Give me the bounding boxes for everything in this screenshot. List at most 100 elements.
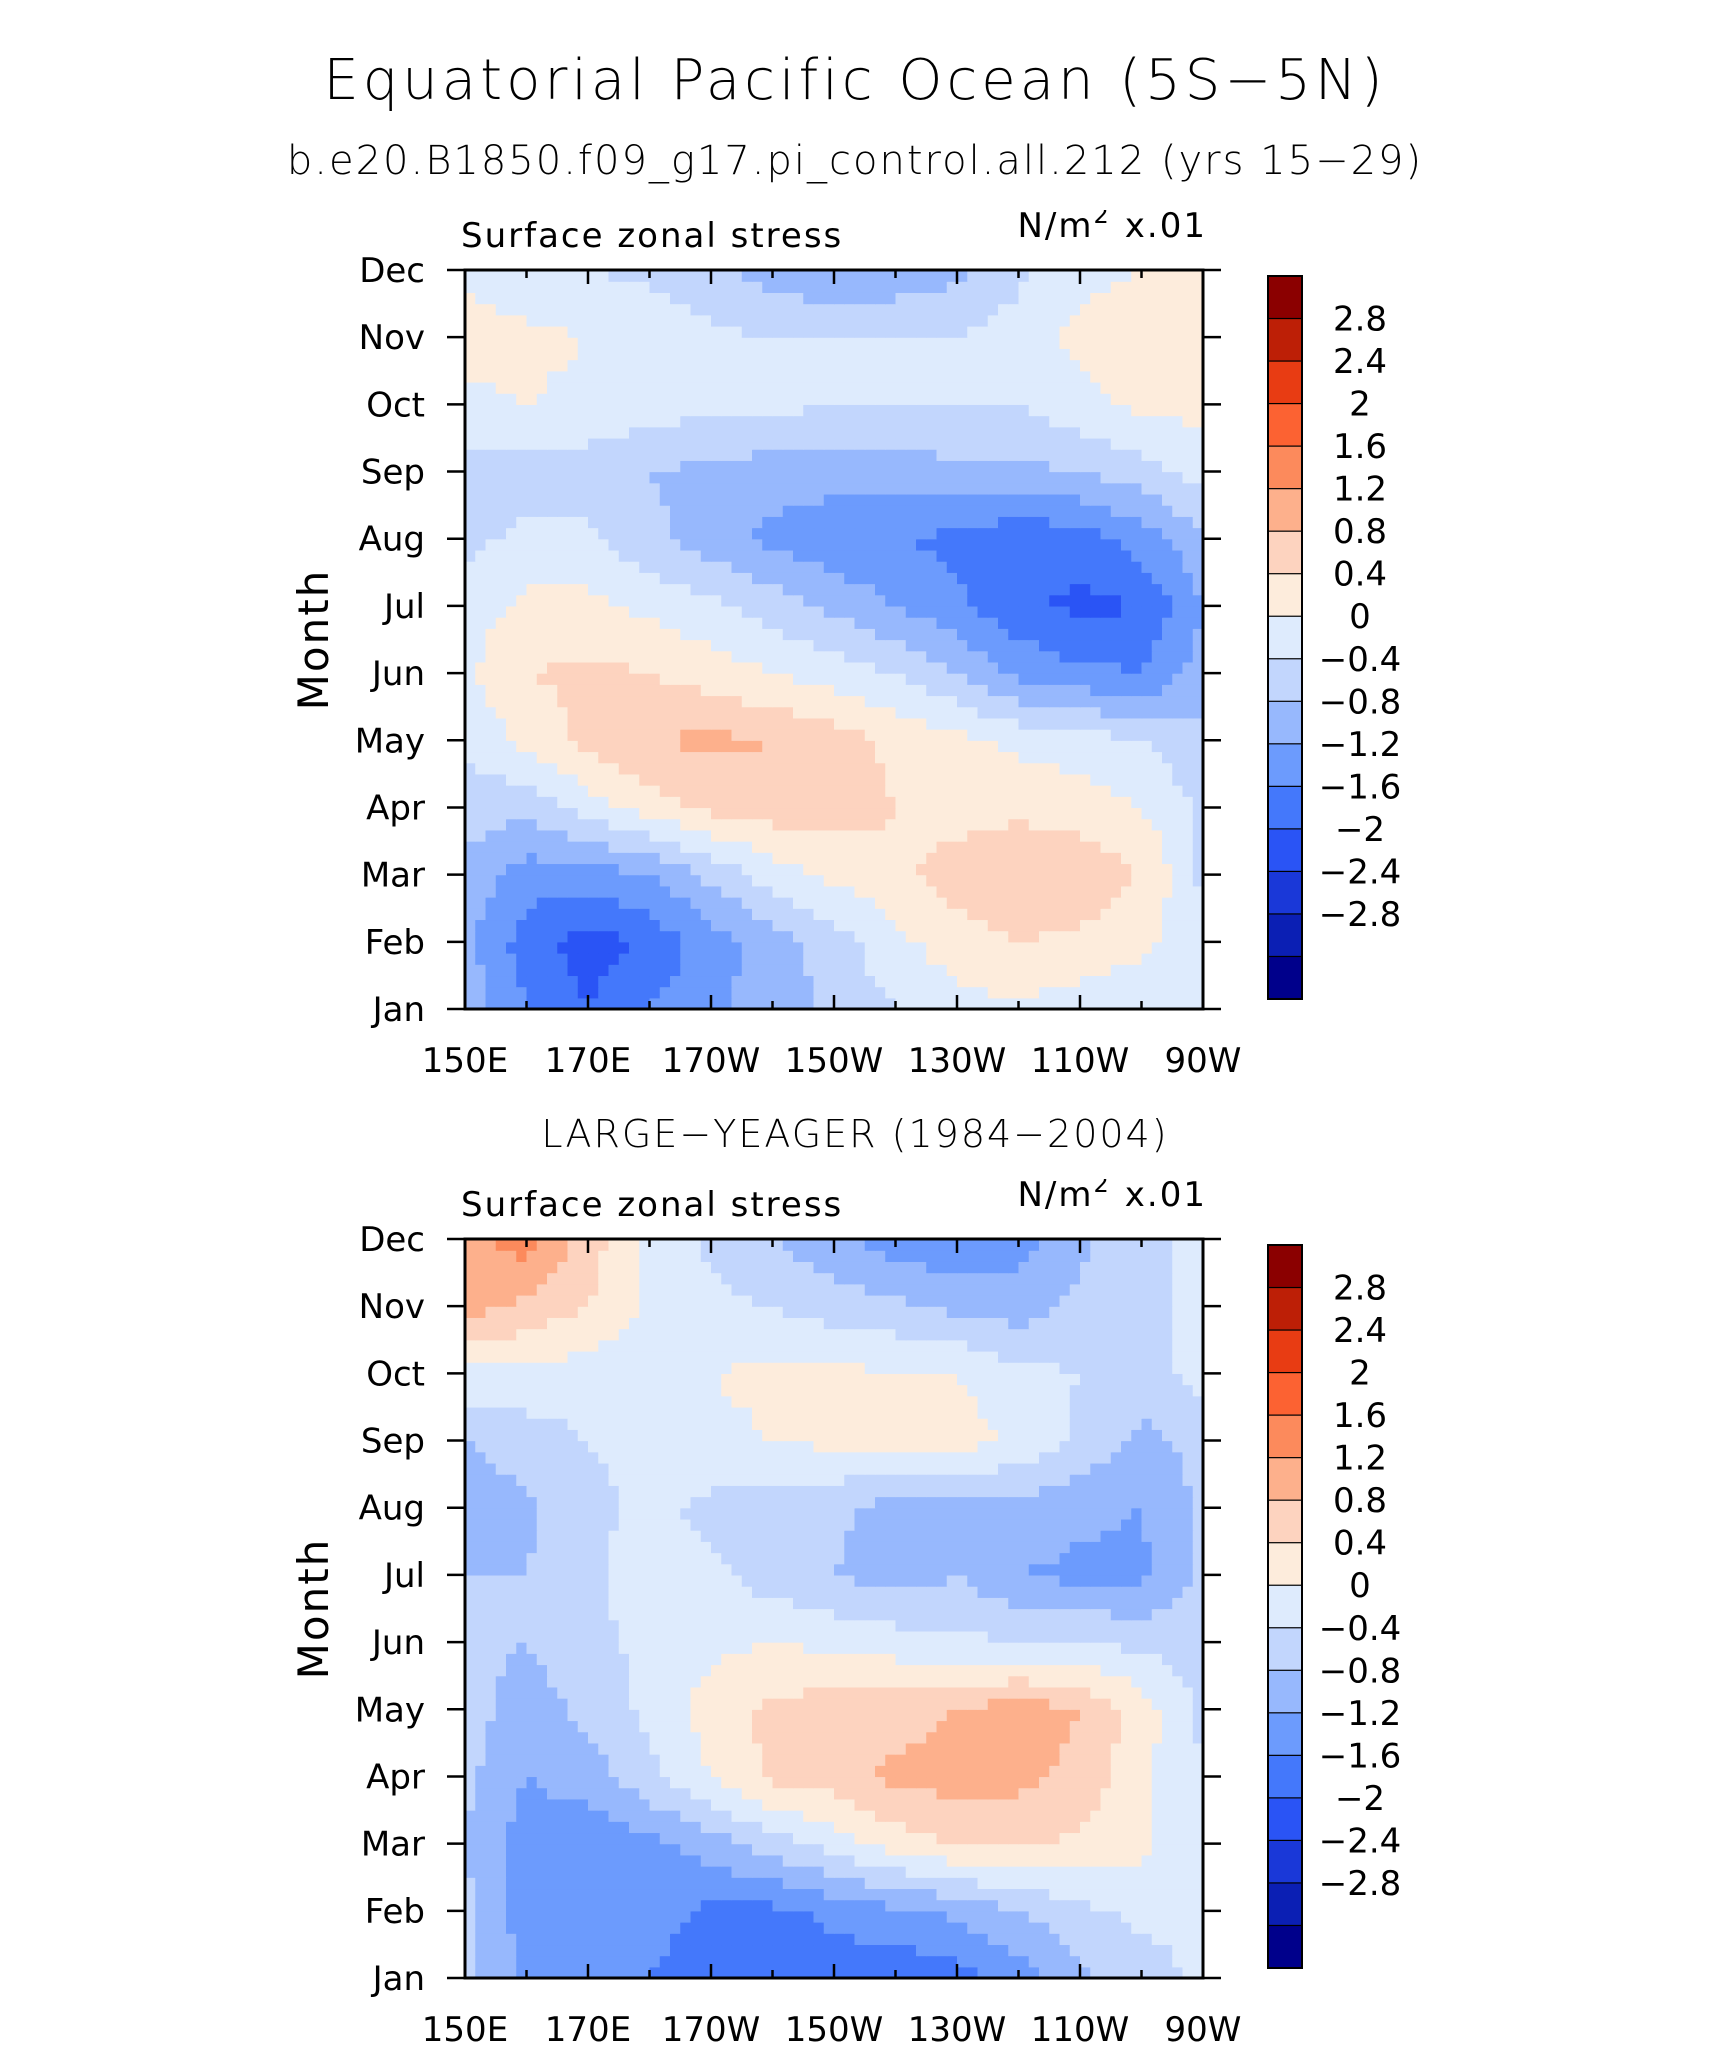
field-cell [547, 270, 558, 282]
field-cell [608, 314, 620, 327]
field-cell [957, 270, 968, 282]
field-cell [1131, 493, 1143, 506]
field-cell [680, 426, 692, 439]
field-cell [977, 572, 989, 585]
field-cell [741, 841, 753, 853]
field-cell [1192, 471, 1204, 484]
field-cell [485, 941, 497, 954]
field-cell [495, 549, 507, 562]
field-cell [1192, 314, 1204, 327]
field-cell [946, 482, 958, 495]
field-cell [1028, 729, 1040, 741]
field-cell [1090, 605, 1102, 618]
field-cell [506, 740, 517, 753]
field-cell [1151, 897, 1163, 909]
field-cell [1080, 314, 1091, 327]
field-cell [1151, 527, 1163, 540]
field-cell [1090, 393, 1102, 405]
field-cell [813, 359, 825, 372]
field-cell [957, 381, 968, 394]
field-cell [741, 348, 753, 361]
field-cell [1039, 359, 1050, 372]
field-cell [629, 449, 640, 461]
field-cell [1049, 673, 1061, 685]
field-cell [1151, 348, 1163, 361]
field-cell [782, 561, 794, 573]
field-cell [1151, 561, 1163, 573]
field-cell [998, 841, 1009, 853]
field-cell [690, 370, 702, 383]
field-cell [1162, 281, 1173, 293]
field-cell [711, 527, 722, 540]
field-cell [1162, 460, 1173, 473]
field-cell [977, 460, 989, 473]
field-cell [1182, 572, 1194, 585]
field-cell [854, 628, 866, 641]
field-cell [834, 740, 845, 753]
field-cell [1059, 583, 1071, 596]
field-cell [957, 426, 968, 439]
field-cell [680, 370, 692, 383]
field-cell [588, 975, 599, 988]
field-cell [1162, 874, 1173, 887]
field-cell [598, 785, 610, 797]
field-cell [957, 729, 968, 741]
field-cell [793, 437, 804, 450]
field-cell [1110, 292, 1122, 305]
field-cell [721, 706, 733, 719]
field-cell [1172, 605, 1184, 618]
field-cell [557, 650, 569, 663]
field-cell [1069, 538, 1081, 551]
field-cell [895, 404, 907, 417]
field-cell [577, 516, 589, 529]
field-cell [875, 673, 886, 685]
field-cell [741, 292, 753, 305]
field-cell [1039, 762, 1050, 775]
field-cell [1131, 549, 1143, 562]
field-cell [772, 717, 784, 730]
field-cell [864, 281, 876, 293]
field-cell [577, 762, 589, 775]
field-cell [936, 885, 948, 898]
field-cell [1080, 460, 1091, 473]
field-cell [506, 953, 517, 965]
field-cell [926, 908, 938, 921]
field-cell [465, 785, 476, 797]
field-cell [834, 785, 845, 797]
field-cell [1090, 415, 1102, 428]
field-cell [1172, 975, 1184, 988]
field-cell [1028, 852, 1040, 865]
field-cell [567, 986, 579, 999]
field-cell [516, 818, 528, 831]
field-cell [588, 863, 599, 876]
field-cell [1049, 986, 1061, 999]
field-cell [506, 437, 517, 450]
field-cell [547, 572, 558, 585]
field-cell [721, 404, 733, 417]
field-cell [618, 695, 630, 708]
field-cell [721, 359, 733, 372]
field-cell [1059, 572, 1071, 585]
field-cell [1110, 516, 1122, 529]
field-cell [577, 281, 589, 293]
field-cell [875, 314, 886, 327]
field-cell [536, 1955, 548, 1968]
field-cell [475, 404, 487, 417]
field-cell [1018, 348, 1030, 361]
field-cell [1151, 941, 1163, 954]
field-cell [495, 785, 507, 797]
field-cell [1131, 561, 1143, 573]
field-cell [1039, 561, 1050, 573]
field-cell [905, 964, 917, 977]
field-cell [659, 863, 671, 876]
field-cell [793, 583, 804, 596]
field-cell [854, 773, 866, 786]
field-cell [1100, 594, 1112, 607]
field-cell [588, 986, 599, 999]
field-cell [926, 292, 938, 305]
field-cell [1100, 885, 1112, 898]
field-cell [1182, 785, 1194, 797]
field-cell [895, 650, 907, 663]
field-cell [1172, 919, 1184, 932]
field-cell [639, 415, 651, 428]
